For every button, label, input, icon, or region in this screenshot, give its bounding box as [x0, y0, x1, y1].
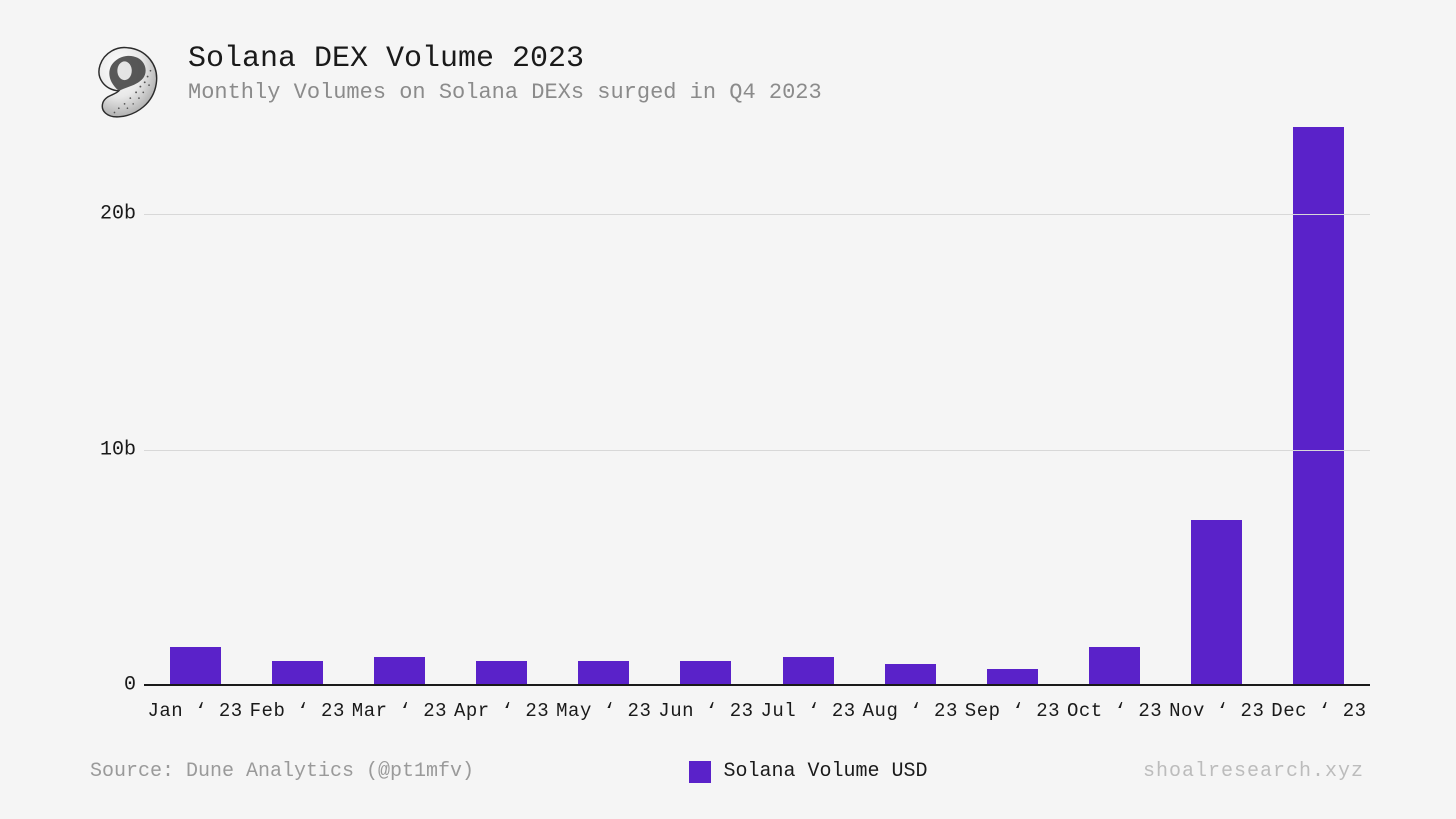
bar — [272, 661, 323, 685]
chart-subtitle: Monthly Volumes on Solana DEXs surged in… — [188, 80, 822, 105]
x-tick-label: May ‘ 23 — [556, 700, 651, 722]
watermark: shoalresearch.xyz — [1143, 760, 1364, 783]
bar — [783, 657, 834, 685]
y-tick-label: 20b — [90, 203, 136, 226]
chart-header: Solana DEX Volume 2023 Monthly Volumes o… — [90, 42, 822, 124]
x-tick-label: Sep ‘ 23 — [965, 700, 1060, 722]
x-tick-label: Dec ‘ 23 — [1271, 700, 1366, 722]
plot-area — [144, 120, 1370, 685]
x-tick-label: Nov ‘ 23 — [1169, 700, 1264, 722]
bar — [680, 661, 731, 685]
y-tick-label: 10b — [90, 438, 136, 461]
chart-title: Solana DEX Volume 2023 — [188, 42, 822, 76]
bar-chart: Jan ‘ 23 Feb ‘ 23 Mar ‘ 23 Apr ‘ 23 May ‘ 23… — [90, 120, 1370, 730]
chart-footer: Source: Dune Analytics (@pt1mfv) Solana … — [90, 760, 1364, 783]
bar — [1293, 127, 1344, 685]
x-tick-label: Aug ‘ 23 — [863, 700, 958, 722]
bar — [1191, 520, 1242, 685]
x-tick-label: Feb ‘ 23 — [250, 700, 345, 722]
bar — [476, 661, 527, 685]
legend-swatch — [689, 761, 711, 783]
bar — [885, 664, 936, 685]
bar — [578, 661, 629, 685]
x-tick-label: Jul ‘ 23 — [760, 700, 855, 722]
gridline — [144, 214, 1370, 215]
x-axis-labels: Jan ‘ 23 Feb ‘ 23 Mar ‘ 23 Apr ‘ 23 May ‘ 23… — [144, 690, 1370, 730]
x-tick-label: Mar ‘ 23 — [352, 700, 447, 722]
bar — [170, 647, 221, 685]
y-tick-label: 0 — [90, 674, 136, 697]
source-text: Source: Dune Analytics (@pt1mfv) — [90, 760, 474, 783]
x-tick-label: Jun ‘ 23 — [658, 700, 753, 722]
x-tick-label: Apr ‘ 23 — [454, 700, 549, 722]
bar — [987, 669, 1038, 685]
shell-icon — [90, 42, 162, 124]
bars-layer — [144, 120, 1370, 685]
legend-label: Solana Volume USD — [723, 760, 927, 783]
bar — [374, 657, 425, 685]
gridline — [144, 450, 1370, 451]
x-tick-label: Jan ‘ 23 — [147, 700, 242, 722]
bar — [1089, 647, 1140, 685]
x-axis-baseline — [144, 684, 1370, 686]
legend: Solana Volume USD — [689, 760, 927, 783]
x-tick-label: Oct ‘ 23 — [1067, 700, 1162, 722]
